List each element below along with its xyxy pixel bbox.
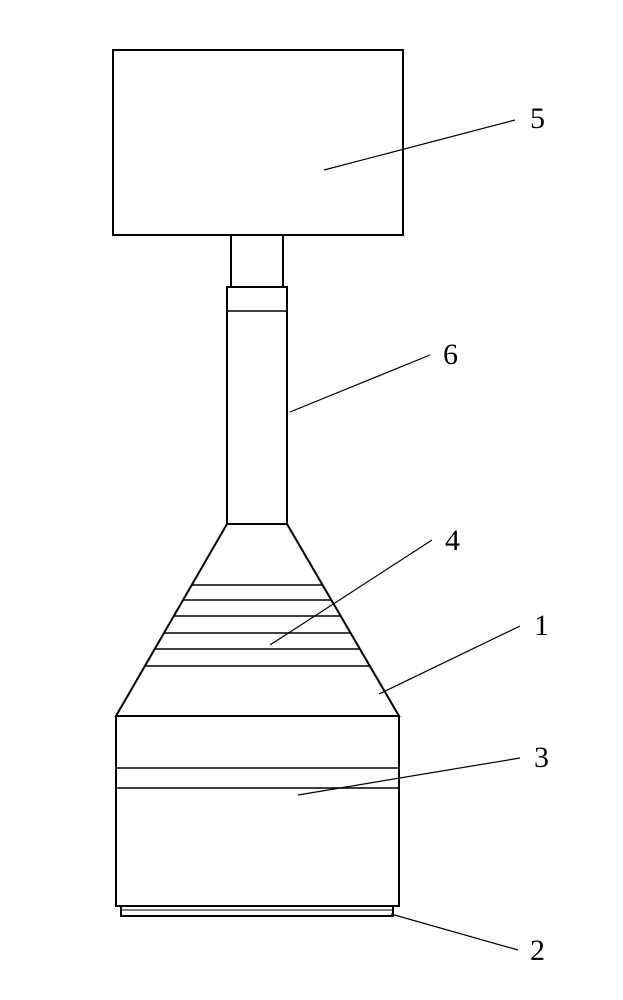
label-2: 2 [530, 934, 545, 967]
label-3: 3 [534, 741, 549, 774]
label-1: 1 [534, 609, 549, 642]
label-4: 4 [445, 524, 460, 557]
label-6: 6 [443, 338, 458, 371]
label-5: 5 [530, 102, 545, 135]
